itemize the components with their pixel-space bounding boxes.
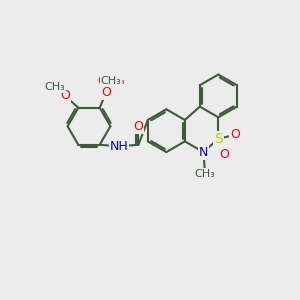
Text: CH₃: CH₃ [195,169,215,179]
Text: N: N [199,146,208,159]
Text: O: O [230,128,240,141]
Text: O: O [101,86,111,99]
Text: CH₃: CH₃ [44,82,65,92]
Text: O: O [60,89,70,102]
Text: NH: NH [110,140,128,153]
Text: O: O [134,120,143,133]
Text: CH₃: CH₃ [100,76,122,86]
Text: O: O [101,86,111,99]
Text: OCH₃: OCH₃ [97,76,125,86]
Text: O: O [219,148,229,161]
Text: S: S [214,132,223,146]
